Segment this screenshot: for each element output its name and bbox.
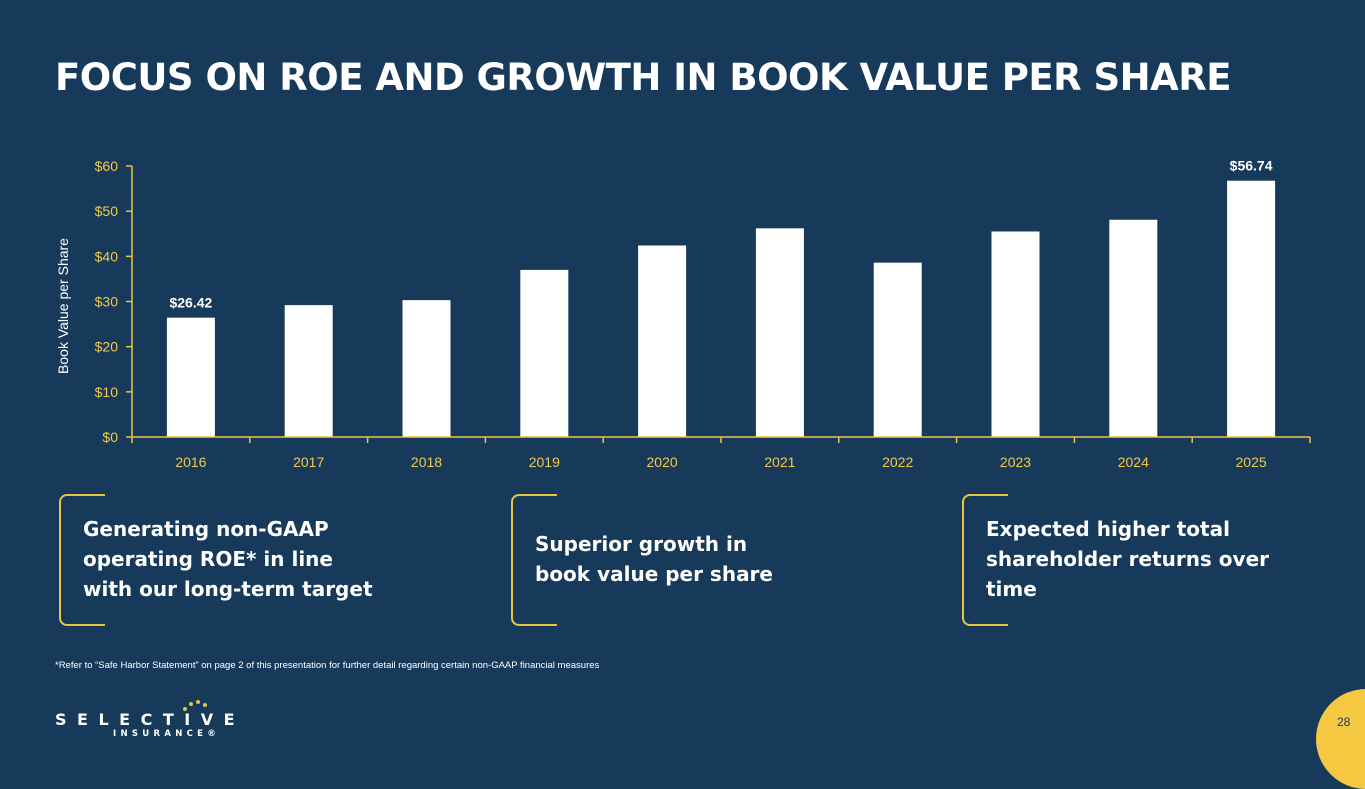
page-title: FOCUS ON ROE AND GROWTH IN BOOK VALUE PE… (55, 56, 1232, 99)
y-tick-label: $10 (95, 384, 119, 400)
page-number-badge (1316, 689, 1365, 789)
bar-2020 (638, 245, 687, 437)
logo-wordmark: SELECTIVE (55, 710, 245, 729)
x-tick-label: 2020 (647, 454, 678, 470)
y-tick-label: $60 (95, 158, 119, 174)
bar-2025 (1227, 180, 1276, 437)
callout-roe-text: Generating non-GAAP operating ROE* in li… (83, 517, 373, 601)
book-value-bar-chart: $0 $10 $20 $30 $40 $50 $60 $26.42 $56.74 2016 20… (55, 158, 1311, 470)
bar-2023 (991, 231, 1040, 437)
bar-2016 (166, 317, 215, 437)
logo-subtitle: INSURANCE® (113, 729, 221, 739)
data-label-2016: $26.42 (169, 295, 212, 311)
x-tick-label: 2023 (1000, 454, 1031, 470)
x-tick-label: 2024 (1118, 454, 1149, 470)
selective-logo: SELECTIVE INSURANCE® (55, 700, 235, 750)
bar-2017 (284, 305, 333, 437)
bar-2021 (755, 228, 804, 437)
callout-returns-text: Expected higher total shareholder return… (986, 517, 1270, 601)
callout-roe: Generating non-GAAP operating ROE* in li… (59, 494, 379, 626)
bar-2022 (873, 262, 922, 437)
x-tick-label: 2019 (529, 454, 560, 470)
callout-bracket (59, 494, 105, 626)
x-tick-label: 2021 (764, 454, 795, 470)
x-tick-label: 2018 (411, 454, 442, 470)
bar-2019 (520, 269, 569, 437)
footnote: *Refer to “Safe Harbor Statement” on pag… (55, 660, 600, 671)
callout-bracket (511, 494, 557, 626)
logo-dots-icon (183, 700, 207, 711)
y-tick-label: $30 (95, 294, 119, 310)
x-tick-label: 2022 (882, 454, 913, 470)
data-label-2025: $56.74 (1230, 158, 1273, 174)
y-tick-label: $0 (102, 429, 118, 445)
bar-2024 (1109, 219, 1158, 437)
callout-returns: Expected higher total shareholder return… (962, 494, 1322, 626)
bar-2018 (402, 300, 451, 437)
x-tick-label: 2016 (175, 454, 206, 470)
y-axis-label: Book Value per Share (55, 238, 71, 374)
y-tick-label: $20 (95, 339, 119, 355)
x-tick-label: 2017 (293, 454, 324, 470)
callout-growth-text: Superior growth in book value per share (535, 532, 773, 586)
y-tick-label: $40 (95, 248, 119, 264)
page-number: 28 (1337, 715, 1351, 729)
callout-growth: Superior growth in book value per share (511, 494, 773, 626)
x-tick-label: 2025 (1236, 454, 1267, 470)
callout-bracket (962, 494, 1008, 626)
y-tick-label: $50 (95, 203, 119, 219)
